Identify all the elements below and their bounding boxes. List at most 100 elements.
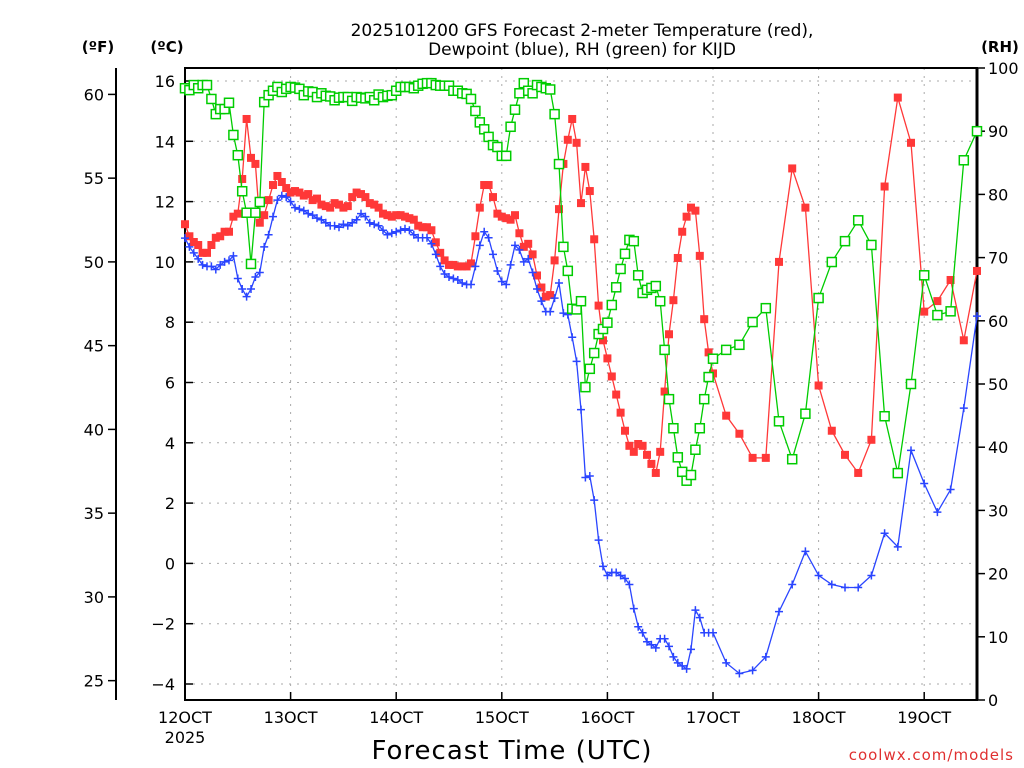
dewpoint-point — [748, 666, 757, 675]
dewpoint-point — [374, 221, 383, 230]
temperature-point — [348, 193, 357, 202]
temperature-point — [841, 450, 849, 459]
temperature-point — [326, 203, 335, 212]
temperature-point — [216, 232, 225, 241]
dewpoint-point — [673, 658, 682, 667]
dewpoint-point — [286, 197, 295, 206]
temperature-point — [203, 248, 211, 257]
temperature-point — [273, 171, 282, 180]
dewpoint-point — [489, 250, 497, 259]
temperature-point — [339, 203, 348, 212]
temperature-point — [427, 226, 436, 235]
dewpoint-point — [603, 571, 612, 580]
c-tick-label: −2 — [151, 615, 175, 634]
temperature-point — [594, 301, 603, 310]
dewpoint-point — [449, 274, 458, 283]
dewpoint-point — [665, 642, 673, 651]
rh-point — [206, 93, 217, 105]
dewpoint-point — [537, 297, 546, 306]
temperature-point — [198, 248, 207, 257]
rh-point — [632, 270, 644, 281]
rh-point — [223, 97, 235, 109]
temperature-point — [255, 218, 264, 227]
celsius-axis-label: (ºC) — [150, 38, 183, 56]
rh-point — [236, 185, 248, 197]
temperature-point — [669, 296, 678, 305]
rh-point — [694, 422, 706, 434]
temperature-point — [563, 135, 572, 144]
temperature-point — [616, 408, 625, 417]
x-tick-label: 16OCT — [580, 708, 634, 727]
rh-point — [852, 215, 864, 226]
rh-point — [232, 149, 244, 161]
temperature-point — [264, 196, 273, 205]
dewpoint-point — [616, 571, 625, 580]
temperature-point — [370, 200, 379, 209]
dewpoint-point — [854, 583, 863, 592]
temperature-point — [260, 211, 269, 220]
temperature-point — [638, 441, 647, 450]
rh-point — [786, 453, 798, 465]
dewpoint-point — [295, 205, 304, 214]
dewpoint-point — [365, 218, 374, 227]
temperature-point — [247, 153, 255, 162]
temperature-point — [401, 212, 409, 221]
rh-point — [544, 84, 556, 95]
temperature-point — [673, 253, 682, 262]
x-year-label: 2025 — [165, 728, 206, 747]
rh-point — [245, 258, 257, 270]
rh-point — [905, 378, 917, 390]
temperature-point — [181, 220, 189, 229]
watermark: coolwx.com/models — [849, 746, 1014, 764]
chart-title-line-1: 2025101200 GFS Forecast 2-meter Temperat… — [351, 21, 814, 41]
dewpoint-point — [709, 628, 717, 637]
dewpoint-point — [827, 580, 836, 589]
dewpoint-point — [392, 227, 401, 236]
temperature-point — [185, 232, 194, 241]
dewpoint-point — [467, 280, 475, 289]
temperature-point — [959, 336, 968, 345]
rh-point — [650, 280, 662, 292]
dewpoint-point — [220, 257, 229, 266]
rh-point — [866, 239, 877, 251]
temperature-point — [555, 205, 563, 214]
temperature-point — [189, 238, 198, 247]
temperature-point — [933, 297, 942, 306]
dewpoint-point — [572, 357, 581, 366]
dewpoint-point — [383, 230, 392, 239]
x-axis-title: Forecast Time (UTC) — [371, 736, 652, 766]
x-tick-label: 13OCT — [264, 708, 318, 727]
dewpoint-point — [867, 571, 876, 580]
temperature-point — [211, 233, 220, 242]
dewpoint-point — [907, 446, 915, 455]
dewpoint-point — [695, 613, 704, 622]
temperature-point — [304, 190, 313, 199]
dewpoint-point — [528, 268, 537, 277]
x-tick-label: 14OCT — [369, 708, 423, 727]
c-tick-label: 10 — [155, 253, 175, 272]
temperature-point — [194, 241, 203, 250]
dewpoint-point — [533, 285, 541, 294]
rh-point — [813, 292, 824, 304]
rh-point — [201, 79, 213, 91]
c-tick-label: −4 — [151, 675, 175, 694]
dewpoint-point — [775, 607, 783, 616]
temperature-point — [449, 260, 458, 269]
x-tick-label: 12OCT — [158, 708, 212, 727]
rh-point — [747, 316, 758, 328]
dewpoint-point — [814, 571, 823, 580]
temperature-point — [607, 372, 616, 381]
temperature-point — [374, 203, 383, 212]
temperature-point — [788, 164, 797, 173]
rh-point — [584, 363, 596, 375]
rh-point — [241, 207, 252, 218]
dewpoint-point — [788, 580, 797, 589]
temperature-point — [541, 292, 550, 301]
temperature-point — [893, 93, 902, 102]
dewpoint-point — [880, 529, 889, 538]
dewpoint-point — [634, 622, 643, 631]
dewpoint-point — [687, 645, 695, 654]
rh-point — [580, 381, 591, 393]
dewpoint-point — [973, 312, 981, 321]
temperature-point — [590, 235, 599, 244]
